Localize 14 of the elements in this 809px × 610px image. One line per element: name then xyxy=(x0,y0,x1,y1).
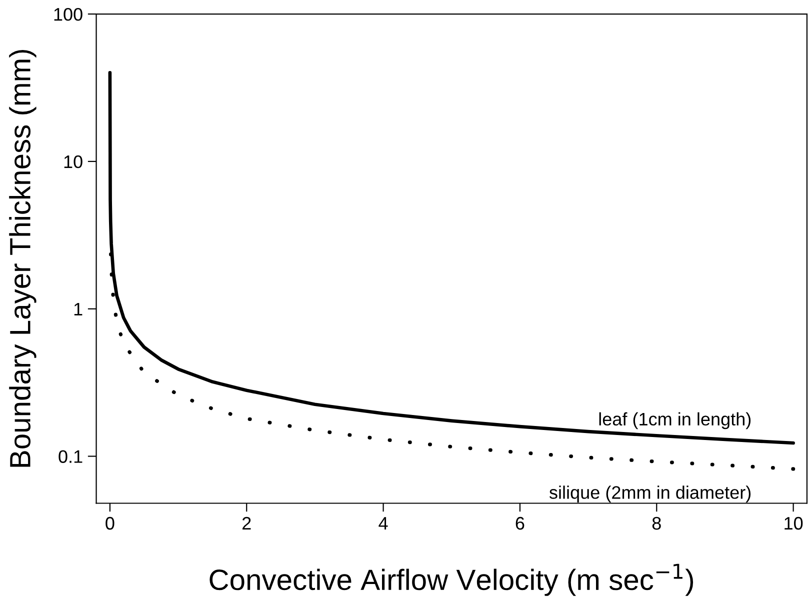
series-label: silique (2mm in diameter) xyxy=(549,486,751,502)
y-tick-label: 10 xyxy=(64,155,82,168)
x-tick-label: 8 xyxy=(652,516,661,530)
x-tick-label: 6 xyxy=(516,516,524,530)
x-axis-title: Convective Airflow Velocity (m sec$^{−1}$) xyxy=(210,564,694,596)
x-tick-label: 10 xyxy=(784,516,803,530)
y-tick-label: 1 xyxy=(74,302,82,316)
x-tick-label: 2 xyxy=(242,516,251,530)
y-axis-title: Boundary Layer Thickness (mm) xyxy=(9,50,36,467)
y-tick-label: 100 xyxy=(54,8,82,21)
series-label: leaf (1cm in length) xyxy=(599,412,751,430)
x-tick-label: 0 xyxy=(106,516,114,530)
y-tick-label: 0.1 xyxy=(58,450,82,463)
x-tick-label: 4 xyxy=(378,517,388,530)
